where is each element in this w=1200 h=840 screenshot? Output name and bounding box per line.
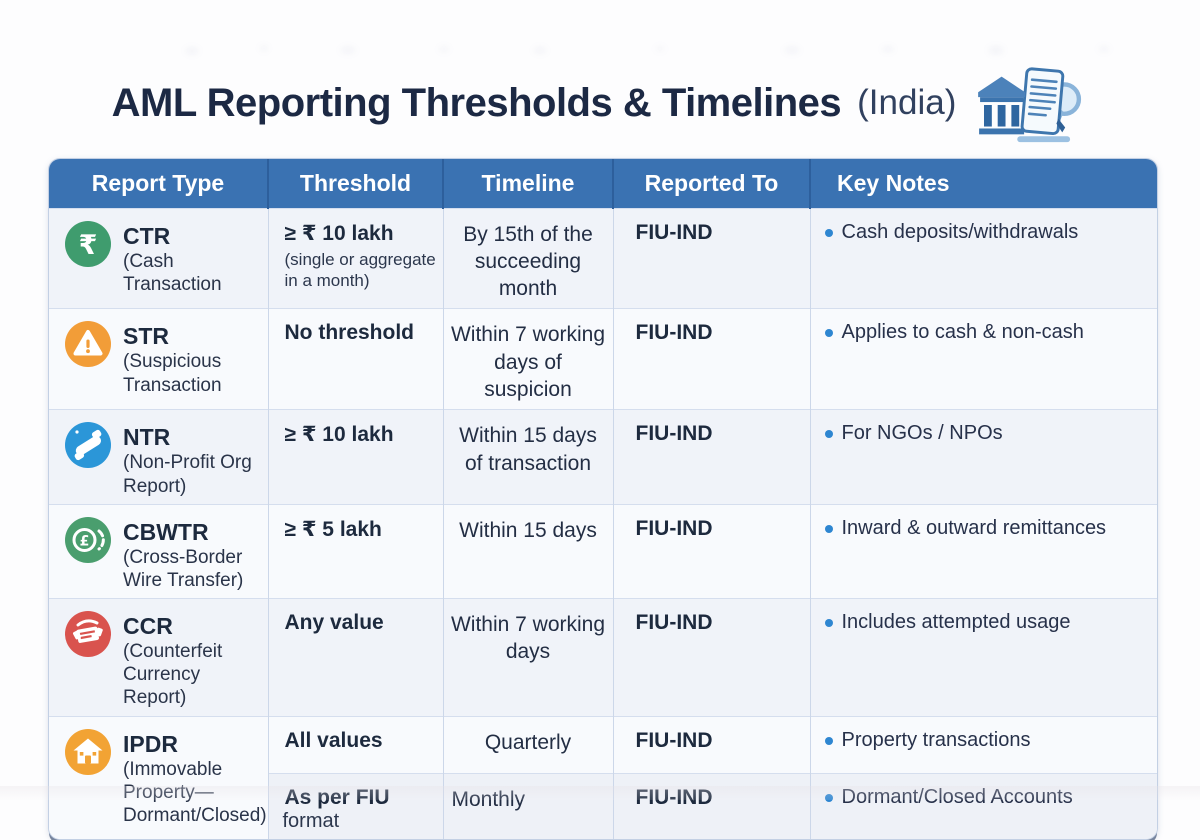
report-type-cell: CCR (Counterfeit Currency Report) xyxy=(49,598,269,717)
key-note-text: Applies to cash & non-cash xyxy=(841,321,1084,344)
report-acronym: CCR xyxy=(123,613,173,640)
threshold-value: ≥ ₹ 5 lakh xyxy=(284,517,382,541)
report-type-cell: £ CBWTR (Cross-Border Wire Transfer) xyxy=(49,503,269,599)
key-notes-cell: Applies to cash & non-cash xyxy=(810,308,1157,410)
bank-document-magnifier-icon xyxy=(978,67,1082,143)
key-note-text: Cash deposits/withdrawals xyxy=(841,220,1079,243)
table-header-row: Report Type Threshold Timeline Reported … xyxy=(49,159,1157,208)
threshold-cell: All values xyxy=(268,715,444,774)
bottom-print-artifact xyxy=(0,786,1200,800)
table-row-ccr: CCR (Counterfeit Currency Report) Any va… xyxy=(49,598,1157,717)
key-notes-cell: Includes attempted usage xyxy=(810,598,1157,717)
reported-to-cell: FIU-IND xyxy=(613,409,811,505)
bullet-icon xyxy=(824,793,833,802)
report-name: (Cross-Border Wire Transfer) xyxy=(123,546,244,591)
page-title: AML Reporting Thresholds & Timelines xyxy=(111,80,842,125)
col-header-threshold: Threshold xyxy=(268,159,444,208)
threshold-value: Any value xyxy=(284,611,384,635)
key-note-text: Includes attempted usage xyxy=(841,611,1071,634)
table-row-ctr: ₹ CTR (Cash Transaction ≥ ₹ 10 lakh (sin… xyxy=(49,207,1157,309)
bullet-icon xyxy=(824,329,833,338)
report-acronym: IPDR xyxy=(123,730,178,757)
threshold-cell: ≥ ₹ 5 lakh xyxy=(268,503,444,599)
report-name: (Non-Profit Org Report) xyxy=(123,452,252,497)
report-type-cell: ₹ CTR (Cash Transaction xyxy=(49,207,269,309)
report-acronym: NTR xyxy=(123,424,171,451)
table-row-str: STR (Suspicious Transaction No threshold… xyxy=(49,308,1157,410)
reported-to-cell: FIU-IND xyxy=(613,715,811,774)
page-title-region: (India) xyxy=(857,83,957,122)
key-note-text: For NGOs / NPOs xyxy=(841,422,1003,445)
aml-table: Report Type Threshold Timeline Reported … xyxy=(48,158,1158,840)
col-header-report-type: Report Type xyxy=(49,159,269,208)
svg-text:₹: ₹ xyxy=(79,230,98,261)
report-type-cell: IPDR (Immovable Property— Dormant/Closed… xyxy=(49,715,269,839)
reported-to-cell: FIU-IND xyxy=(613,772,811,839)
threshold-value: ≥ ₹ 10 lakh xyxy=(284,423,394,447)
col-header-timeline: Timeline xyxy=(443,159,614,208)
top-print-artifact xyxy=(0,34,1200,60)
bullet-icon xyxy=(824,619,833,628)
timeline-cell: Within 7 working days of suspicion xyxy=(443,308,614,410)
threshold-value: All values xyxy=(284,728,383,752)
report-name: (Suspicious Transaction xyxy=(123,351,222,396)
bullet-icon xyxy=(824,430,833,439)
threshold-cell: No threshold xyxy=(268,308,444,410)
timeline-cell: Within 7 working days xyxy=(443,598,614,717)
timeline-cell: Monthly xyxy=(443,772,614,839)
report-name: (Counterfeit Currency Report) xyxy=(123,641,223,709)
timeline-cell: Within 15 days xyxy=(443,503,614,599)
table-row-ntr: NTR (Non-Profit Org Report) ≥ ₹ 10 lakh … xyxy=(49,409,1157,505)
report-acronym: CBWTR xyxy=(123,518,209,545)
threshold-value: ≥ ₹ 10 lakh xyxy=(284,221,394,245)
page-header: AML Reporting Thresholds & Timelines (In… xyxy=(0,60,1200,146)
bullet-icon xyxy=(824,524,833,533)
threshold-value: No threshold xyxy=(284,321,415,345)
key-notes-cell: Inward & outward remittances xyxy=(810,503,1157,599)
timeline-cell: By 15th of the succeeding month xyxy=(443,207,614,309)
report-acronym: STR xyxy=(123,323,169,350)
report-type-cell: STR (Suspicious Transaction xyxy=(49,308,269,410)
report-name: (Cash Transaction xyxy=(123,250,222,295)
timeline-cell: Quarterly xyxy=(443,715,614,774)
threshold-cell: Any value xyxy=(268,598,444,717)
threshold-cell: ≥ ₹ 10 lakh (single or aggregate in a mo… xyxy=(268,207,444,309)
col-header-reported-to: Reported To xyxy=(613,159,811,208)
key-notes-cell: For NGOs / NPOs xyxy=(810,409,1157,505)
reported-to-cell: FIU-IND xyxy=(613,503,811,599)
key-notes-cell: Cash deposits/withdrawals xyxy=(810,207,1157,309)
reported-to-cell: FIU-IND xyxy=(613,598,811,717)
threshold-cell: As per FIU format xyxy=(268,772,444,839)
key-notes-cell: Dormant/Closed Accounts xyxy=(810,772,1157,839)
svg-text:£: £ xyxy=(80,533,90,549)
warning-triangle-icon xyxy=(65,321,111,368)
threshold-cell: ≥ ₹ 10 lakh xyxy=(268,409,444,505)
table-row-ipdr: IPDR (Immovable Property— Dormant/Closed… xyxy=(49,715,1157,839)
bullet-icon xyxy=(824,736,833,745)
reported-to-cell: FIU-IND xyxy=(613,308,811,410)
key-note-text: Inward & outward remittances xyxy=(841,516,1107,539)
report-acronym: CTR xyxy=(123,222,171,249)
threshold-note: format xyxy=(282,809,340,832)
coin-pound-icon: £ xyxy=(65,516,111,563)
col-header-key-notes: Key Notes xyxy=(810,159,1157,208)
threshold-note: (single or aggregate in a month) xyxy=(284,249,436,290)
timeline-cell: Within 15 days of transaction xyxy=(443,409,614,505)
handshake-icon xyxy=(65,422,111,469)
key-notes-cell: Property transactions xyxy=(810,715,1157,774)
house-icon xyxy=(65,728,111,775)
rupee-icon: ₹ xyxy=(65,220,111,267)
table-row-cbwtr: £ CBWTR (Cross-Border Wire Transfer) ≥ ₹… xyxy=(49,503,1157,599)
bullet-icon xyxy=(824,228,833,237)
counterfeit-note-icon xyxy=(65,611,111,658)
reported-to-cell: FIU-IND xyxy=(613,207,811,309)
report-type-cell: NTR (Non-Profit Org Report) xyxy=(49,409,269,505)
key-note-text: Property transactions xyxy=(841,728,1031,751)
